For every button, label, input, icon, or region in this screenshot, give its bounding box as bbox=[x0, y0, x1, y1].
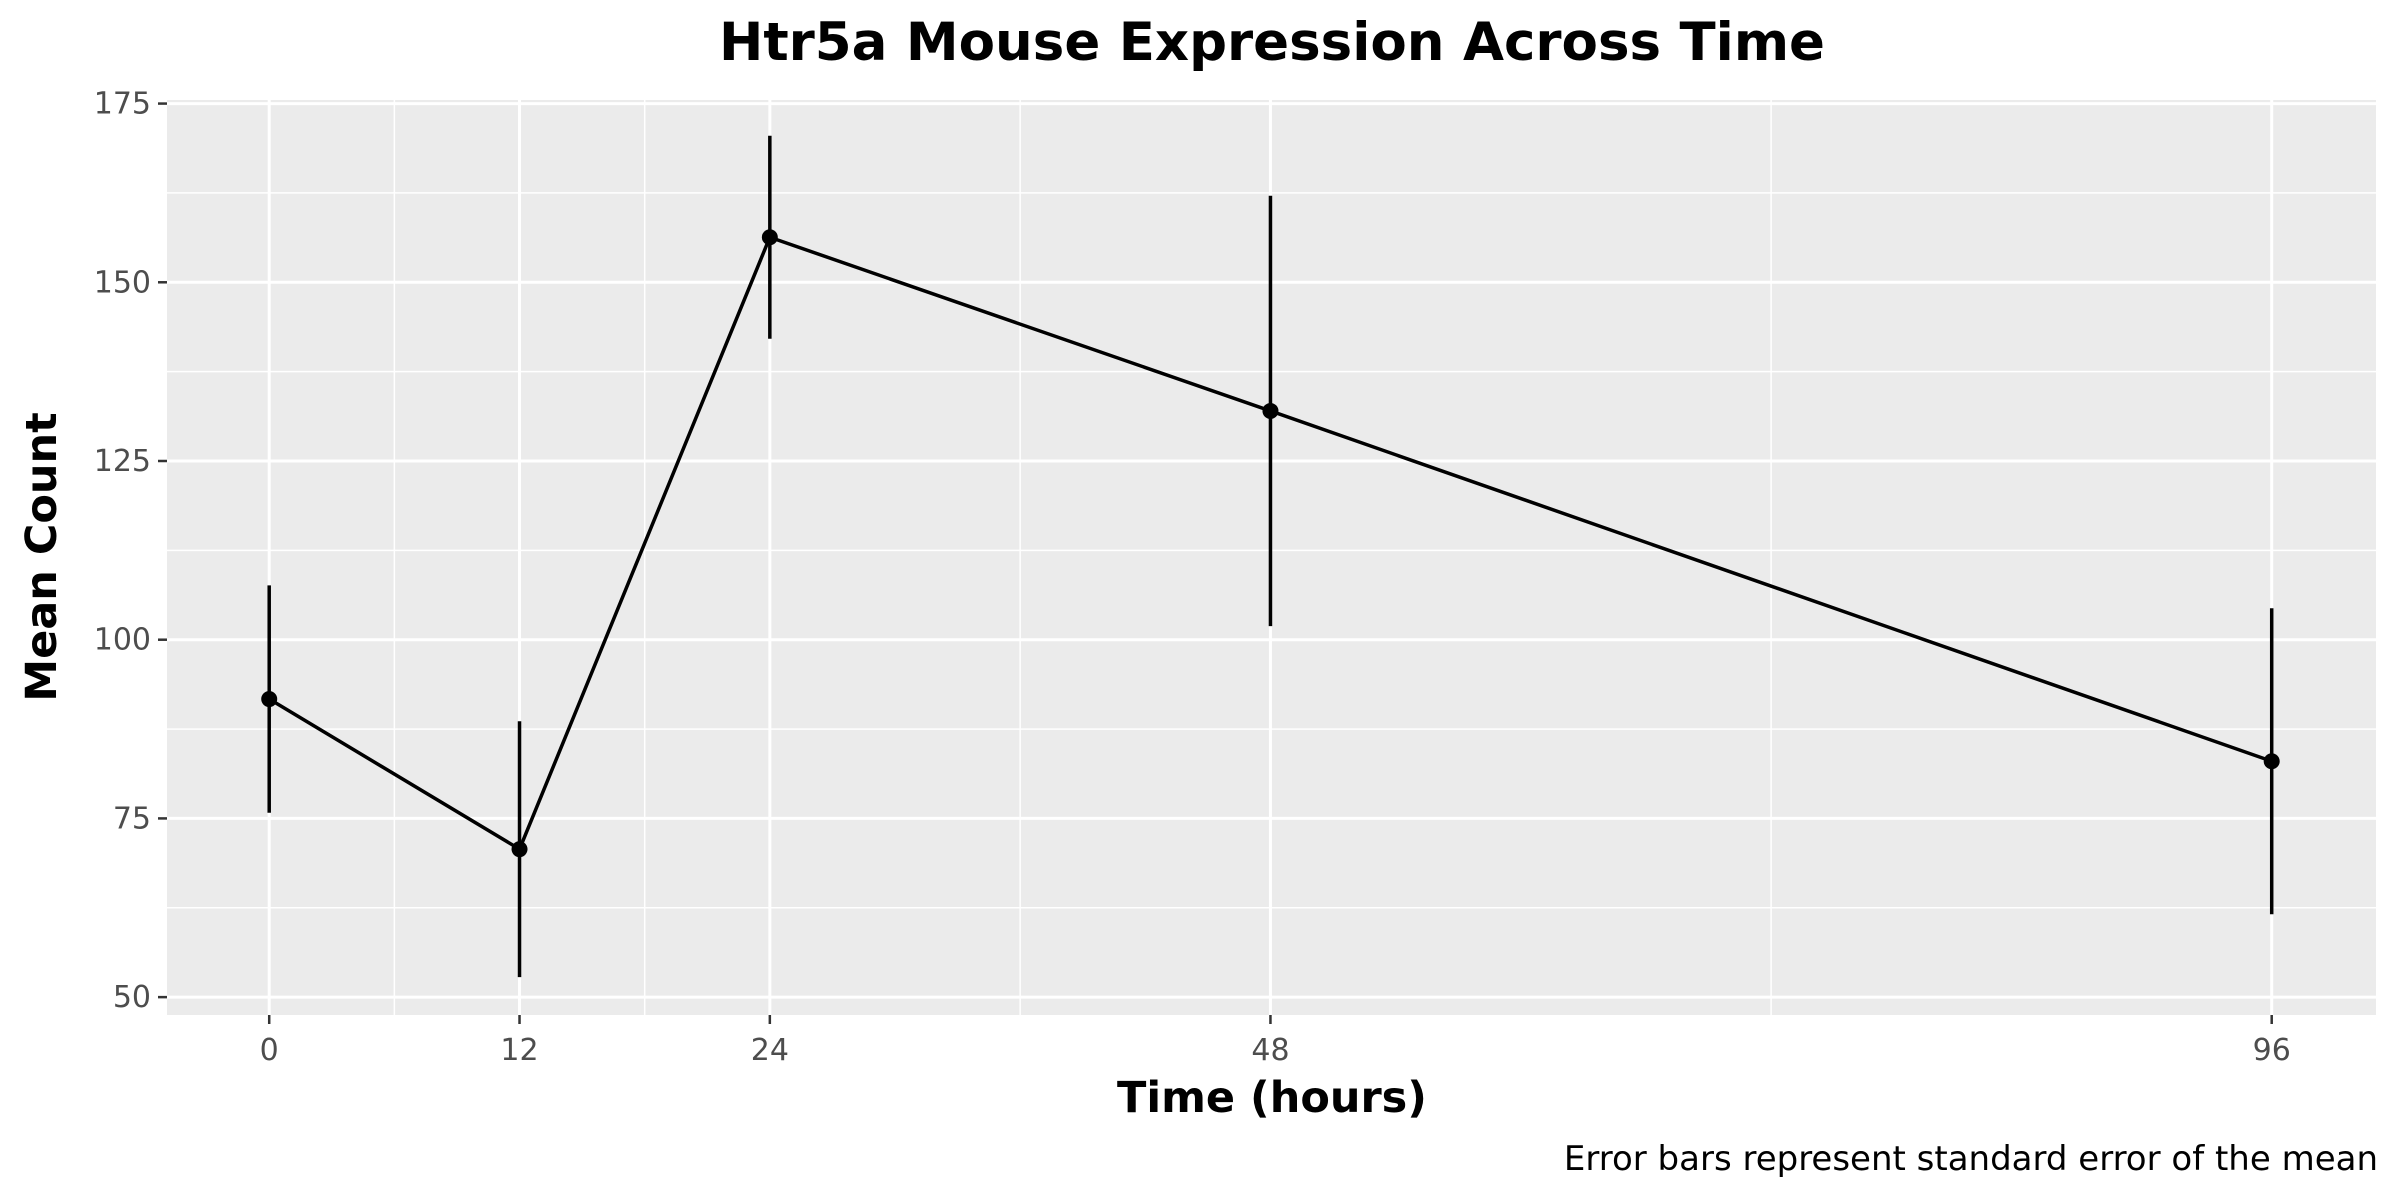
x-tick-label: 12 bbox=[500, 1033, 538, 1068]
chart-title: Htr5a Mouse Expression Across Time bbox=[719, 12, 1825, 73]
x-axis-title: Time (hours) bbox=[1117, 1073, 1427, 1123]
data-point bbox=[261, 691, 278, 708]
y-tick-label: 175 bbox=[94, 87, 151, 122]
data-point bbox=[1262, 402, 1279, 419]
x-tick-label: 48 bbox=[1251, 1033, 1289, 1068]
y-tick-label: 125 bbox=[94, 444, 151, 479]
y-tick-label: 150 bbox=[94, 265, 151, 300]
x-tick-label: 96 bbox=[2253, 1033, 2291, 1068]
y-tick-label: 100 bbox=[94, 623, 151, 658]
data-point bbox=[511, 841, 528, 858]
data-point bbox=[761, 229, 778, 246]
data-points bbox=[261, 229, 2280, 858]
x-axis: 0 12 24 48 96 bbox=[260, 1015, 2291, 1068]
y-tick-label: 75 bbox=[113, 801, 151, 836]
x-tick-label: 0 bbox=[260, 1033, 279, 1068]
y-axis-title: Mean Count bbox=[17, 412, 67, 701]
y-tick-label: 50 bbox=[113, 980, 151, 1015]
x-tick-label: 24 bbox=[751, 1033, 789, 1068]
data-point bbox=[2263, 753, 2280, 770]
y-axis: 50 75 100 125 150 175 bbox=[94, 87, 167, 1015]
chart-caption: Error bars represent standard error of t… bbox=[1564, 1139, 2378, 1179]
